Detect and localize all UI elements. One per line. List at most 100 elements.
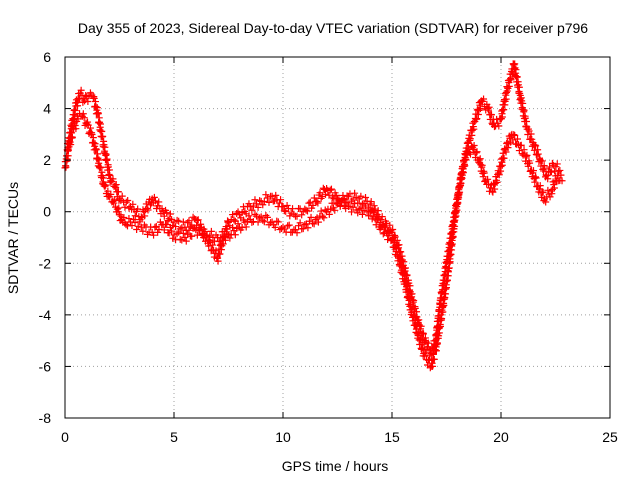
data-point: [102, 181, 110, 189]
data-point: [320, 214, 328, 222]
data-point: [260, 218, 268, 226]
data-point: [259, 216, 267, 224]
data-point: [438, 315, 446, 323]
data-point: [457, 181, 465, 189]
data-point: [182, 226, 190, 234]
data-point: [541, 165, 549, 173]
data-point: [314, 218, 322, 226]
data-point: [277, 196, 285, 204]
data-point: [263, 213, 271, 221]
data-point: [343, 198, 351, 206]
data-point: [415, 328, 423, 336]
data-point: [553, 160, 561, 168]
data-point: [413, 322, 421, 330]
data-point: [158, 205, 166, 213]
data-point: [207, 227, 215, 235]
data-point: [101, 143, 109, 151]
data-point: [254, 203, 262, 211]
data-point: [429, 362, 437, 370]
data-point: [304, 207, 312, 215]
data-point: [480, 169, 488, 177]
data-point: [248, 206, 256, 214]
data-point: [216, 250, 224, 258]
data-point: [550, 181, 558, 189]
data-point: [125, 215, 133, 223]
data-point: [366, 208, 374, 216]
data-point: [522, 153, 530, 161]
data-point: [299, 225, 307, 233]
data-point: [317, 207, 325, 215]
data-point: [351, 189, 359, 197]
data-point: [355, 205, 363, 213]
data-point: [209, 241, 217, 249]
data-point: [451, 222, 459, 230]
data-point: [443, 276, 451, 284]
data-point: [104, 163, 112, 171]
data-points: [61, 60, 566, 372]
data-point: [417, 336, 425, 344]
data-point: [248, 218, 256, 226]
data-point: [285, 221, 293, 229]
data-point: [513, 73, 521, 81]
data-point: [468, 126, 476, 134]
data-point: [262, 212, 270, 220]
data-point: [555, 167, 563, 175]
data-point: [302, 206, 310, 214]
data-point: [420, 346, 428, 354]
data-point: [401, 277, 409, 285]
data-point: [480, 95, 488, 103]
data-point: [188, 232, 196, 240]
data-point: [273, 217, 281, 225]
data-point: [175, 228, 183, 236]
data-point: [464, 144, 472, 152]
data-point: [498, 161, 506, 169]
plot-frame: [64, 56, 611, 419]
data-point: [497, 162, 505, 170]
data-point: [231, 217, 239, 225]
data-point: [466, 135, 474, 143]
data-point: [410, 313, 418, 321]
data-point: [509, 136, 517, 144]
data-point: [86, 124, 94, 132]
data-point: [151, 223, 159, 231]
data-point: [64, 145, 72, 153]
data-point: [185, 217, 193, 225]
data-point: [544, 186, 552, 194]
data-point: [386, 229, 394, 237]
data-point: [284, 222, 292, 230]
data-point: [348, 208, 356, 216]
y-axis-label: SDTVAR / TECUs: [5, 182, 21, 294]
data-point: [137, 213, 145, 221]
data-point: [325, 210, 333, 218]
data-point: [434, 340, 442, 348]
data-point: [346, 202, 354, 210]
data-point: [304, 224, 312, 232]
data-point: [298, 211, 306, 219]
data-point: [443, 284, 450, 292]
data-point: [296, 219, 304, 227]
x-tick-label: 5: [170, 429, 178, 445]
data-point: [319, 212, 327, 220]
data-point: [110, 199, 118, 207]
data-point: [377, 223, 385, 231]
data-point: [446, 258, 454, 266]
data-point: [79, 98, 87, 106]
x-tick-label: 15: [384, 429, 400, 445]
data-point: [120, 213, 128, 221]
data-point: [122, 198, 130, 206]
data-point: [526, 159, 534, 167]
data-point: [470, 141, 478, 149]
data-point: [118, 192, 126, 200]
data-point: [421, 352, 429, 360]
data-point: [102, 150, 110, 158]
data-point: [131, 212, 139, 220]
data-point: [128, 222, 136, 230]
data-point: [268, 192, 276, 200]
data-point: [401, 264, 409, 272]
data-point: [511, 131, 519, 139]
data-point: [346, 190, 354, 198]
data-point: [542, 198, 550, 206]
data-point: [281, 225, 289, 233]
data-point: [256, 197, 264, 205]
data-point: [283, 201, 291, 209]
